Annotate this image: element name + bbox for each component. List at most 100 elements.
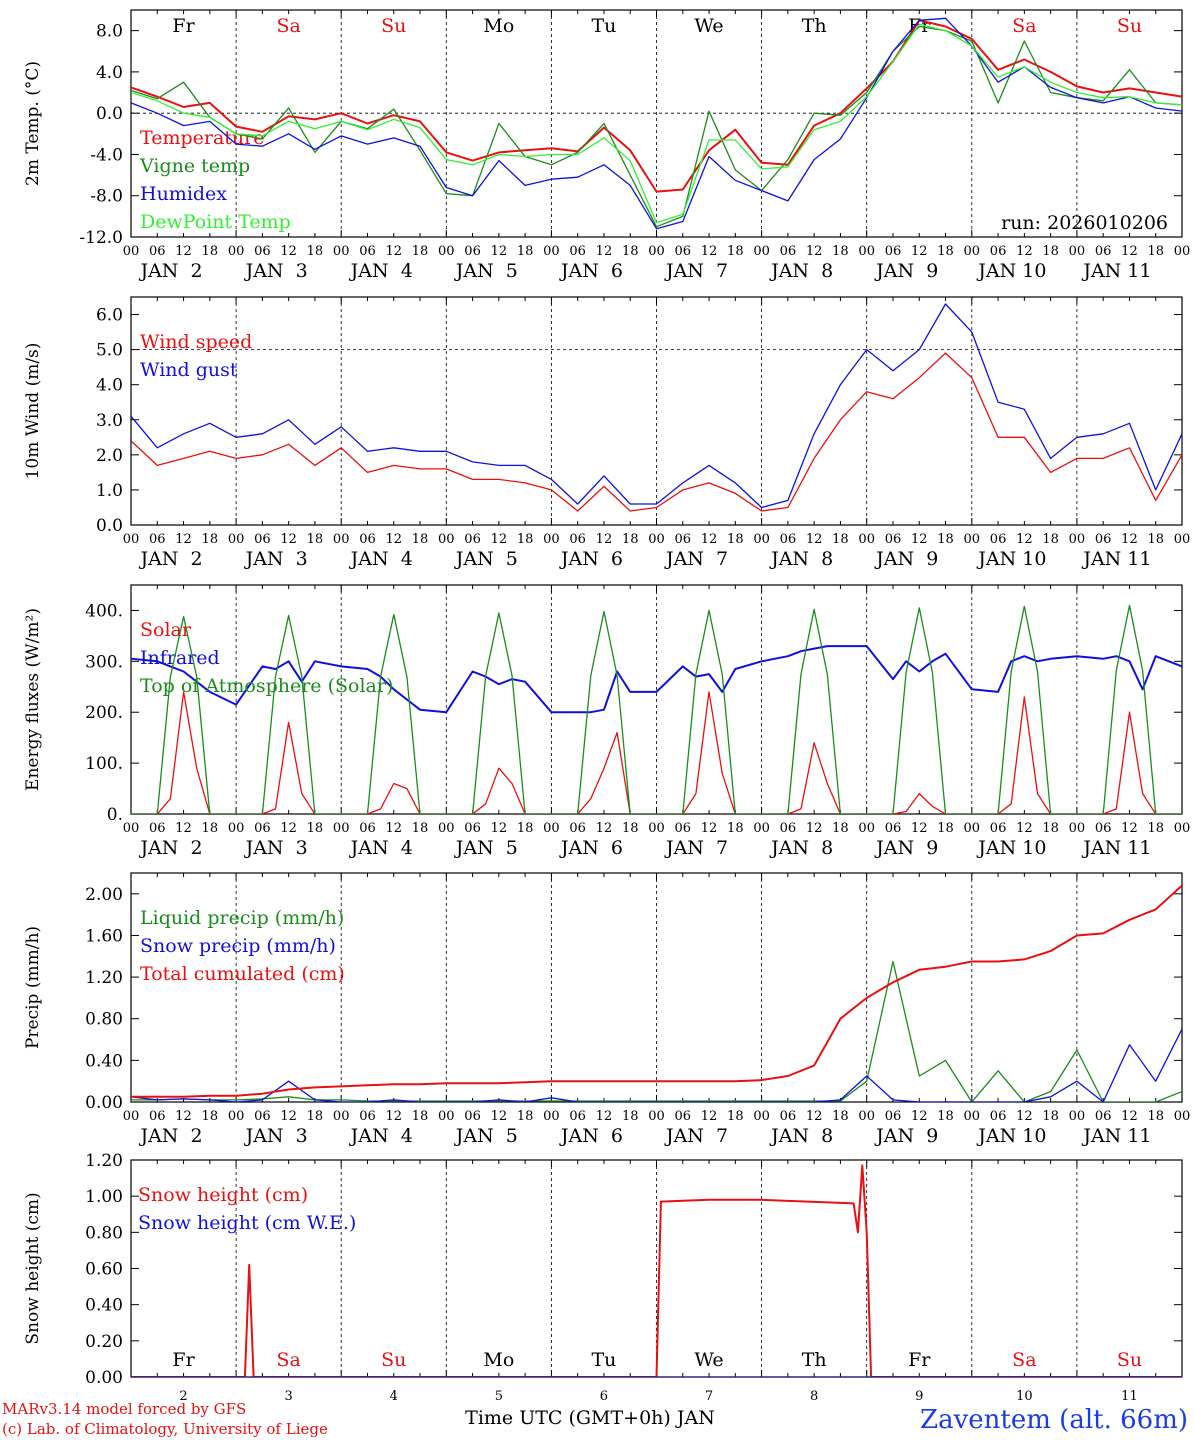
hour-tick-label: 12 — [596, 244, 613, 259]
hour-tick-label: 00 — [543, 821, 560, 836]
hour-tick-label: 06 — [464, 532, 481, 547]
date-label: JAN 3 — [244, 260, 308, 282]
hour-tick-label: 06 — [675, 532, 692, 547]
hour-tick-label: 00 — [333, 821, 350, 836]
date-label: 9 — [915, 1389, 923, 1404]
y-tick-label: 400. — [85, 601, 123, 621]
hour-tick-label: 00 — [964, 532, 981, 547]
y-tick-label: -8.0 — [90, 187, 123, 207]
hour-tick-label: 06 — [359, 1109, 376, 1124]
legend-entry: Snow precip (mm/h) — [140, 935, 336, 957]
day-label: Mo — [483, 15, 514, 37]
day-label: We — [694, 1349, 723, 1371]
hour-tick-label: 06 — [569, 821, 586, 836]
date-label: JAN 2 — [138, 837, 202, 859]
date-label: JAN 11 — [1081, 548, 1151, 570]
date-label: JAN 4 — [349, 1125, 413, 1147]
date-label: JAN 4 — [349, 260, 413, 282]
legend-entry: Humidex — [140, 183, 227, 205]
hour-tick-label: 18 — [517, 244, 534, 259]
panel-3: 400. 300. 200. 100. 0. Energy fluxes (W/m²) 00… — [23, 584, 1190, 859]
hour-tick-label: 12 — [491, 532, 508, 547]
hour-tick-label: 12 — [491, 1109, 508, 1124]
hour-tick-label: 18 — [832, 821, 849, 836]
day-label: Su — [381, 1349, 406, 1371]
hour-tick-label: 18 — [307, 532, 324, 547]
hour-tick-label: 18 — [1042, 821, 1059, 836]
hour-tick-label: 00 — [228, 1109, 245, 1124]
hour-tick-label: 18 — [307, 244, 324, 259]
y-axis-label: Precip (mm/h) — [23, 926, 43, 1049]
date-label: JAN 3 — [244, 837, 308, 859]
date-label: JAN 11 — [1081, 837, 1151, 859]
hour-tick-label: 18 — [1042, 1109, 1059, 1124]
y-tick-label: 200. — [85, 703, 123, 723]
date-label: 2 — [179, 1389, 187, 1404]
day-label: Tu — [591, 15, 616, 37]
hour-tick-label: 18 — [202, 821, 219, 836]
y-tick-label: 2.00 — [85, 885, 123, 905]
date-label: JAN 9 — [874, 260, 938, 282]
y-axis-label: 2m Temp. (°C) — [23, 61, 43, 186]
hour-tick-label: 12 — [1016, 532, 1033, 547]
hour-tick-label: 06 — [780, 821, 797, 836]
hour-tick-label: 18 — [1147, 821, 1164, 836]
hour-tick-label: 18 — [202, 244, 219, 259]
y-tick-label: 0. — [107, 805, 123, 825]
date-label: JAN 6 — [559, 1125, 623, 1147]
y-tick-label: 0.60 — [85, 1260, 123, 1280]
hour-tick-label: 12 — [806, 244, 823, 259]
date-label: JAN 7 — [664, 1125, 728, 1147]
hour-tick-label: 18 — [727, 532, 744, 547]
date-label: 3 — [285, 1389, 293, 1404]
series-line-snow-precip-mm-h- — [131, 1028, 1182, 1102]
hour-tick-label: 00 — [333, 244, 350, 259]
panel-1: 8.0 4.0 0.0 -4.0 -8.0 -12.0 2m Temp. (°C) 00 06 1… — [23, 9, 1191, 282]
hour-tick-label: 00 — [858, 532, 875, 547]
y-tick-label: 8.0 — [96, 22, 123, 42]
day-label: Su — [1117, 1349, 1142, 1371]
day-label: Tu — [591, 1349, 616, 1371]
hour-tick-label: 00 — [1069, 1109, 1086, 1124]
y-tick-label: 1.20 — [85, 1151, 123, 1171]
hour-tick-label: 18 — [202, 532, 219, 547]
y-tick-label: 5.0 — [96, 341, 123, 361]
y-tick-label: 3.0 — [96, 411, 123, 431]
date-label: JAN 4 — [349, 837, 413, 859]
hour-tick-label: 12 — [1016, 821, 1033, 836]
y-tick-label: 0.40 — [85, 1051, 123, 1071]
hour-tick-label: 12 — [911, 1109, 928, 1124]
day-label: Sa — [276, 1349, 300, 1371]
hour-tick-label: 12 — [1016, 244, 1033, 259]
date-label: JAN 3 — [244, 548, 308, 570]
hour-tick-label: 18 — [727, 244, 744, 259]
y-tick-label: 1.20 — [85, 968, 123, 988]
hour-tick-label: 18 — [622, 821, 639, 836]
legend-entry: Wind gust — [140, 359, 238, 381]
date-label: 4 — [390, 1389, 398, 1404]
x-axis-label: Time UTC (GMT+0h) JAN — [465, 1407, 715, 1429]
hour-tick-label: 00 — [1069, 821, 1086, 836]
hour-tick-label: 12 — [491, 244, 508, 259]
hour-tick-label: 00 — [438, 821, 455, 836]
hour-tick-label: 18 — [412, 244, 429, 259]
hour-tick-label: 06 — [990, 532, 1007, 547]
hour-tick-label: 00 — [1174, 244, 1191, 259]
series-line-top-of-atmosphere-solar- — [131, 604, 1182, 814]
hour-tick-label: 00 — [1174, 1109, 1191, 1124]
legend-entry: Total cumulated (cm) — [140, 963, 345, 985]
hour-tick-label: 00 — [753, 821, 770, 836]
hour-tick-label: 06 — [1095, 532, 1112, 547]
y-tick-label: 0.20 — [85, 1332, 123, 1352]
hour-tick-label: 06 — [254, 244, 271, 259]
date-label: 7 — [705, 1389, 713, 1404]
y-tick-label: 0.80 — [85, 1223, 123, 1243]
hour-tick-label: 12 — [175, 821, 192, 836]
hour-tick-label: 18 — [1147, 1109, 1164, 1124]
hour-tick-label: 12 — [701, 1109, 718, 1124]
hour-tick-label: 00 — [123, 1109, 140, 1124]
day-label: Th — [802, 15, 827, 37]
date-label: JAN 3 — [244, 1125, 308, 1147]
hour-tick-label: 06 — [885, 532, 902, 547]
